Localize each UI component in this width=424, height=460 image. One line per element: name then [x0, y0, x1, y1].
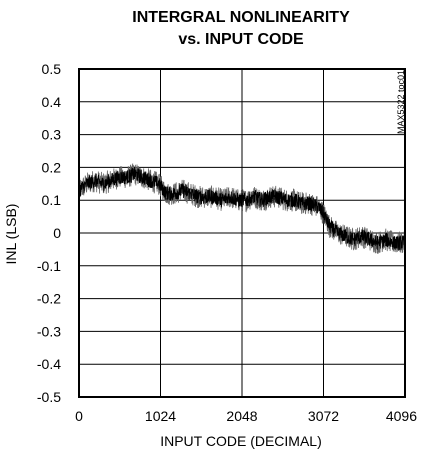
y-tick-label: 0.3 — [42, 127, 62, 143]
x-tick-label: 4096 — [386, 408, 417, 424]
y-tick-label: 0.4 — [42, 94, 62, 110]
y-tick-label: -0.1 — [37, 258, 61, 274]
plot-frame — [78, 68, 406, 398]
y-tick-label: -0.4 — [37, 356, 61, 372]
x-tick-label: 2048 — [226, 408, 257, 424]
chart-title-line-2: vs. INPUT CODE — [178, 31, 304, 48]
y-tick-label: 0 — [53, 225, 61, 241]
x-tick-label: 1024 — [145, 408, 176, 424]
x-tick-label: 3072 — [308, 408, 339, 424]
inl-trace — [78, 163, 406, 254]
y-tick-label: -0.2 — [37, 291, 61, 307]
part-code-label: MAX5322 toc01 — [396, 70, 406, 134]
x-tick-labels: 0 1024 2048 3072 4096 — [75, 408, 417, 424]
y-axis-label: INL (LSB) — [3, 204, 19, 265]
x-tick-label: 0 — [75, 408, 83, 424]
y-tick-label: 0.5 — [42, 61, 62, 77]
y-tick-label: 0.2 — [42, 159, 62, 175]
y-tick-labels: 0.5 0.4 0.3 0.2 0.1 0 -0.1 -0.2 -0.3 -0.4 -0.5 — [37, 61, 61, 405]
y-tick-label: -0.5 — [37, 389, 61, 405]
y-tick-label: 0.1 — [42, 192, 62, 208]
x-axis-label: INPUT CODE (DECIMAL) — [160, 433, 322, 449]
chart-title-line-1: INTERGRAL NONLINEARITY — [132, 9, 350, 26]
y-tick-label: -0.3 — [37, 323, 61, 339]
inl-trace-line — [78, 166, 406, 251]
